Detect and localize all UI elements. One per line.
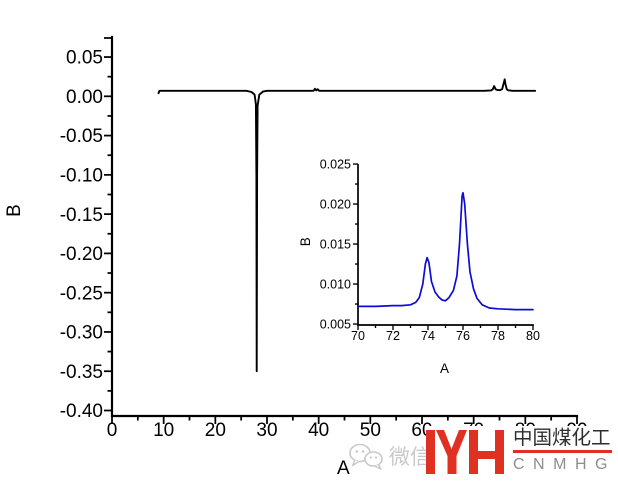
logo-latin-name: CNMHG	[513, 455, 616, 473]
main-plot-spines	[110, 35, 579, 418]
main-plot: 01020304050607080900.050.00-0.05-0.10-0.…	[60, 35, 588, 441]
main-plot-y-tick-label: -0.30	[60, 323, 103, 344]
cnmhg-logo: 中国煤化工 CNMHG	[426, 426, 618, 485]
main-plot-x-tick-label: 50	[360, 420, 381, 441]
inset-plot-y-tick-label: 0.010	[320, 277, 351, 291]
main-plot-y-tick-label: -0.35	[60, 362, 103, 383]
main-plot-y-tick-label: -0.40	[60, 401, 103, 422]
logo-divider	[513, 450, 612, 453]
main-plot-y-tick-label: -0.15	[60, 205, 103, 226]
main-plot-y-tick-label: -0.20	[60, 244, 103, 265]
main-plot-x-tick-label: 0	[107, 420, 118, 441]
inset-plot-x-tick-label: 72	[386, 329, 400, 343]
main-x-axis-title: A	[337, 458, 350, 479]
inset-plot-x-tick-label: 70	[351, 329, 365, 343]
wechat-watermark-text: 微信	[389, 446, 431, 469]
inset-plot-y-tick-label: 0.020	[320, 197, 351, 211]
inset-plot: 70 72 74 76 78 80 0.005 0.010 0.015 0.020 0.025	[320, 157, 540, 343]
main-plot-x-tick-label: 20	[205, 420, 226, 441]
main-plot-x-tick-label: 40	[308, 420, 329, 441]
inset-y-axis-title: B	[297, 237, 313, 247]
inset-plot-x-tick-label: 78	[491, 329, 505, 343]
inset-x-axis-title: A	[440, 361, 450, 376]
main-plot-y-tick-label: 0.00	[66, 87, 103, 108]
logo-chinese-name: 中国煤化工	[513, 427, 611, 449]
inset-plot-y-tick-label: 0.005	[320, 317, 351, 331]
main-plot-y-tick-label: -0.10	[60, 166, 103, 187]
inset-plot-y-tick-label: 0.025	[320, 157, 351, 171]
main-plot-x-tick-label: 30	[256, 420, 277, 441]
wechat-icon	[349, 443, 383, 470]
logo-text-block: 中国煤化工 CNMHG	[513, 426, 613, 474]
inset-plot-y-tick-label: 0.015	[320, 237, 351, 251]
main-y-axis-title: B	[3, 204, 25, 217]
main-plot-y-tick-label: 0.05	[66, 48, 103, 69]
wechat-watermark: 微信	[348, 441, 431, 471]
yh-logo-icon	[426, 430, 504, 474]
main-plot-series-line	[157, 78, 537, 373]
main-plot-y-tick-label: -0.25	[60, 283, 103, 304]
main-plot-x-tick-label: 10	[153, 420, 174, 441]
inset-plot-x-tick-label: 74	[421, 329, 435, 343]
inset-plot-x-tick-label: 76	[456, 329, 470, 343]
inset-plot-series-line	[357, 191, 534, 311]
main-plot-y-tick-label: -0.05	[60, 126, 103, 147]
inset-plot-x-tick-label: 80	[526, 329, 540, 343]
